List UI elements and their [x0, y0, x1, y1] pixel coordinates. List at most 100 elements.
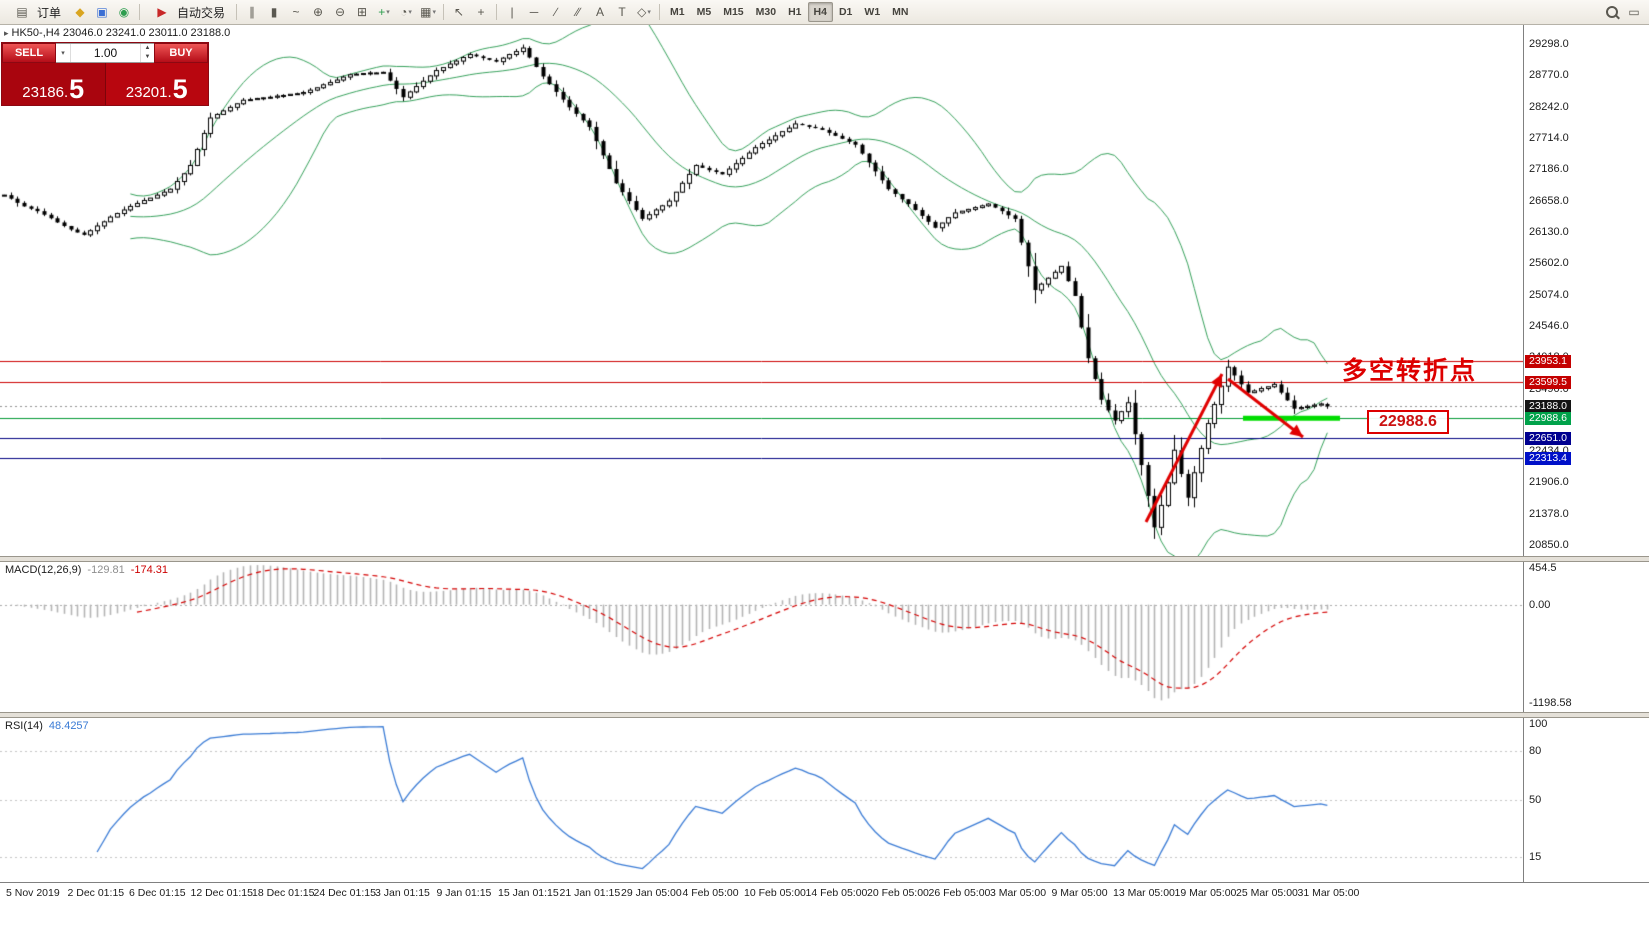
panel-divider[interactable] — [0, 556, 1649, 562]
time-tick-label: 6 Dec 01:15 — [129, 887, 186, 899]
sell-button[interactable]: SELL — [2, 43, 56, 63]
profile-icon[interactable]: ▣ — [96, 5, 108, 19]
macd-tick-label: 454.5 — [1529, 562, 1557, 574]
equidistant-channel-icon[interactable]: ∕∕ — [576, 5, 581, 19]
buy-price-main: 23201. — [125, 84, 172, 101]
toolbar-separator — [443, 4, 445, 20]
time-tick-label: 3 Jan 01:15 — [375, 887, 430, 899]
candlestick-chart-icon[interactable]: ▮ — [270, 5, 278, 19]
timeframe-m30[interactable]: M30 — [755, 6, 777, 18]
time-tick-label: 15 Jan 01:15 — [498, 887, 559, 899]
time-tick-label: 24 Dec 01:15 — [313, 887, 376, 899]
time-axis[interactable]: 5 Nov 2019 2 Dec 01:15 6 Dec 01:15 12 Dec 0… — [0, 882, 1649, 903]
horizontal-line-icon[interactable]: ─ — [529, 5, 539, 19]
search-icon[interactable] — [1601, 2, 1623, 22]
zoom-out-icon[interactable]: ⊖ — [335, 5, 346, 19]
timeframe-d1[interactable]: D1 — [838, 6, 853, 18]
sell-price-big-digit: 5 — [69, 73, 85, 104]
time-tick-label: 31 Mar 05:00 — [1297, 887, 1360, 899]
bottom-spacer — [0, 903, 1649, 948]
timeframe-group: M1 M5 M15 M30 H1 H4 D1 W1 MN — [664, 2, 914, 22]
connection-icon[interactable]: ◉ — [118, 5, 130, 19]
time-tick-label: 2 Dec 01:15 — [67, 887, 125, 899]
volume-down-icon[interactable]: ▼ — [144, 54, 151, 60]
trendline-icon[interactable]: ∕ — [555, 5, 558, 19]
rsi-tick-label: 15 — [1529, 851, 1542, 864]
turning-point-annotation: 多空转折点 — [1342, 357, 1478, 385]
price-tick-label: 26130.0 — [1529, 225, 1569, 238]
price-tick-label: 27714.0 — [1529, 131, 1569, 144]
price-tick-label: 21378.0 — [1529, 507, 1569, 520]
text-label-icon[interactable]: A — [596, 5, 605, 19]
dropdown-caret-icon: ▾ — [386, 9, 390, 16]
new-order-button[interactable]: ▤ 订单 — [4, 0, 68, 25]
volume-up-icon[interactable]: ▲ — [144, 45, 151, 51]
price-tick-label: 26658.0 — [1529, 194, 1569, 207]
price-line-badge: 23599.5 — [1525, 376, 1571, 390]
crosshair-icon[interactable]: + — [477, 5, 485, 19]
panel-divider[interactable] — [0, 712, 1649, 718]
main-toolbar: ▤ 订单 ◆ ▣ ◉ ▶ 自动交易 ∥ ▮ ~ ⊕ ⊖ ⊞ + ▾ ◔ ▾ ▦ ▾ ↖ + | ─ ∕ ∕∕ A T ◇… — [0, 0, 1649, 25]
price-tick-label: 28770.0 — [1529, 69, 1569, 82]
macd-canvas[interactable] — [0, 562, 1523, 712]
timeframe-m1[interactable]: M1 — [670, 6, 685, 18]
vertical-line-icon[interactable]: | — [510, 5, 514, 19]
volume-stepper[interactable]: ▾ 1.00 ▲ ▼ — [56, 43, 154, 63]
periods-icon[interactable]: ◔ ▾ — [400, 5, 412, 19]
price-tick-label: 25074.0 — [1529, 288, 1569, 301]
price-level-callout: 22988.6 — [1367, 410, 1449, 434]
buy-price-display[interactable]: 23201. 5 — [105, 63, 208, 105]
indicators-add-icon[interactable]: + ▾ — [378, 5, 390, 19]
buy-price-big-digit: 5 — [172, 73, 188, 104]
time-tick-label: 20 Feb 05:00 — [867, 887, 929, 899]
volume-value[interactable]: 1.00 — [93, 46, 118, 60]
timeframe-mn[interactable]: MN — [892, 6, 909, 18]
time-tick-label: 10 Feb 05:00 — [744, 887, 806, 899]
price-axis[interactable]: 29298.0 28770.0 28242.0 27714.0 27186.0 26658… — [1524, 25, 1649, 556]
zoom-in-icon[interactable]: ⊕ — [313, 5, 324, 19]
time-tick-label: 25 Mar 05:00 — [1236, 887, 1298, 899]
rsi-axis[interactable]: 100 80 50 15 — [1524, 718, 1649, 882]
volume-spinner: ▲ ▼ — [140, 44, 154, 62]
symbol-bullet-icon: ▸ — [4, 28, 9, 38]
timeframe-m15[interactable]: M15 — [723, 6, 744, 18]
tile-windows-icon[interactable]: ⊞ — [357, 5, 368, 19]
macd-plot[interactable]: MACD(12,26,9) -129.81 -174.31 — [0, 562, 1524, 712]
macd-axis[interactable]: 454.5 0.00 -1198.58 — [1524, 562, 1649, 712]
symbol-ohlc-info: ▸ HK50-,H4 23046.0 23241.0 23011.0 23188.… — [4, 27, 231, 39]
price-chart-canvas[interactable] — [0, 25, 1523, 556]
autotrading-button[interactable]: ▶ 自动交易 — [144, 0, 232, 25]
time-tick-label: 26 Feb 05:00 — [928, 887, 991, 899]
rsi-canvas[interactable] — [0, 718, 1523, 882]
line-chart-icon[interactable]: ~ — [292, 5, 300, 19]
sell-price-main: 23186. — [22, 84, 69, 101]
shapes-icon[interactable]: ◇ ▾ — [637, 5, 651, 19]
templates-icon[interactable]: ▦ ▾ — [420, 5, 436, 19]
time-tick-label: 21 Jan 01:15 — [559, 887, 621, 899]
macd-panel-row: MACD(12,26,9) -129.81 -174.31 454.5 0.00 -11… — [0, 562, 1649, 712]
timeframe-h1[interactable]: H1 — [788, 6, 802, 18]
cursor-icon[interactable]: ↖ — [454, 5, 465, 19]
rsi-plot[interactable]: RSI(14) 48.4257 — [0, 718, 1524, 882]
time-tick-label: 13 Mar 05:00 — [1113, 887, 1175, 899]
quick-message-icon[interactable]: ▭ — [1628, 5, 1640, 19]
magnifier-shape — [1606, 6, 1618, 18]
timeframe-w1[interactable]: W1 — [864, 6, 881, 18]
sell-price-display[interactable]: 23186. 5 — [2, 63, 106, 105]
rsi-header: RSI(14) 48.4257 — [5, 720, 89, 732]
volume-dropdown-icon[interactable]: ▾ — [56, 44, 71, 62]
timeframe-m5[interactable]: M5 — [696, 6, 712, 18]
rsi-tick-label: 100 — [1529, 718, 1548, 730]
price-panel-row: ▸ HK50-,H4 23046.0 23241.0 23011.0 23188.… — [0, 25, 1649, 556]
time-tick-label: 14 Feb 05:00 — [805, 887, 868, 899]
price-chart-plot[interactable]: ▸ HK50-,H4 23046.0 23241.0 23011.0 23188.… — [0, 25, 1524, 556]
macd-tick-label: -1198.58 — [1529, 696, 1572, 709]
price-line-badge: 22988.6 — [1525, 412, 1571, 426]
history-center-icon[interactable]: ◆ — [75, 5, 85, 19]
timeframe-h4[interactable]: H4 — [807, 2, 833, 22]
new-order-icon: ▤ — [16, 5, 28, 19]
buy-button[interactable]: BUY — [154, 43, 208, 63]
text-tool-icon[interactable]: T — [618, 5, 626, 19]
bar-chart-icon[interactable]: ∥ — [249, 5, 256, 19]
